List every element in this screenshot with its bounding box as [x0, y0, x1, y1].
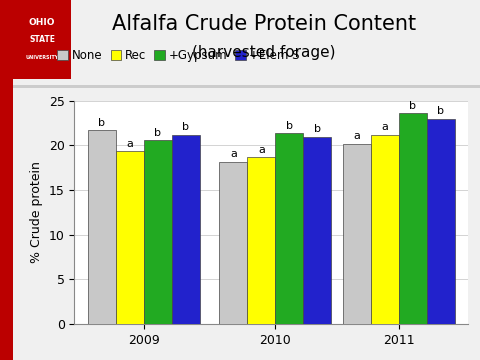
Text: a: a	[382, 122, 388, 132]
Text: Alfalfa Crude Protein Content: Alfalfa Crude Protein Content	[112, 14, 416, 35]
Y-axis label: % Crude protein: % Crude protein	[30, 162, 43, 263]
Legend: None, Rec, +Gypsum, +Elem S: None, Rec, +Gypsum, +Elem S	[53, 44, 305, 67]
Bar	[371, 135, 399, 324]
Text: OHIO: OHIO	[29, 18, 56, 27]
Bar	[303, 136, 331, 324]
Text: b: b	[182, 122, 189, 132]
Text: a: a	[258, 145, 265, 155]
Text: UNIVERSITY: UNIVERSITY	[25, 54, 59, 59]
Text: b: b	[437, 107, 444, 116]
Bar	[427, 119, 455, 324]
Bar	[171, 135, 200, 324]
Bar	[276, 133, 303, 324]
Bar	[247, 157, 276, 324]
Text: a: a	[230, 149, 237, 159]
Bar	[116, 151, 144, 324]
Text: STATE: STATE	[29, 35, 55, 44]
Text: a: a	[353, 131, 360, 141]
Text: b: b	[314, 124, 321, 134]
Text: b: b	[154, 128, 161, 138]
Text: b: b	[409, 101, 416, 111]
Text: a: a	[126, 139, 133, 149]
Bar	[399, 113, 427, 324]
Bar	[87, 130, 116, 324]
Text: b: b	[286, 121, 293, 131]
Bar	[144, 140, 171, 324]
Text: (harvested forage): (harvested forage)	[192, 45, 336, 60]
Bar	[343, 144, 371, 324]
Bar	[219, 162, 247, 324]
Text: b: b	[98, 118, 105, 128]
